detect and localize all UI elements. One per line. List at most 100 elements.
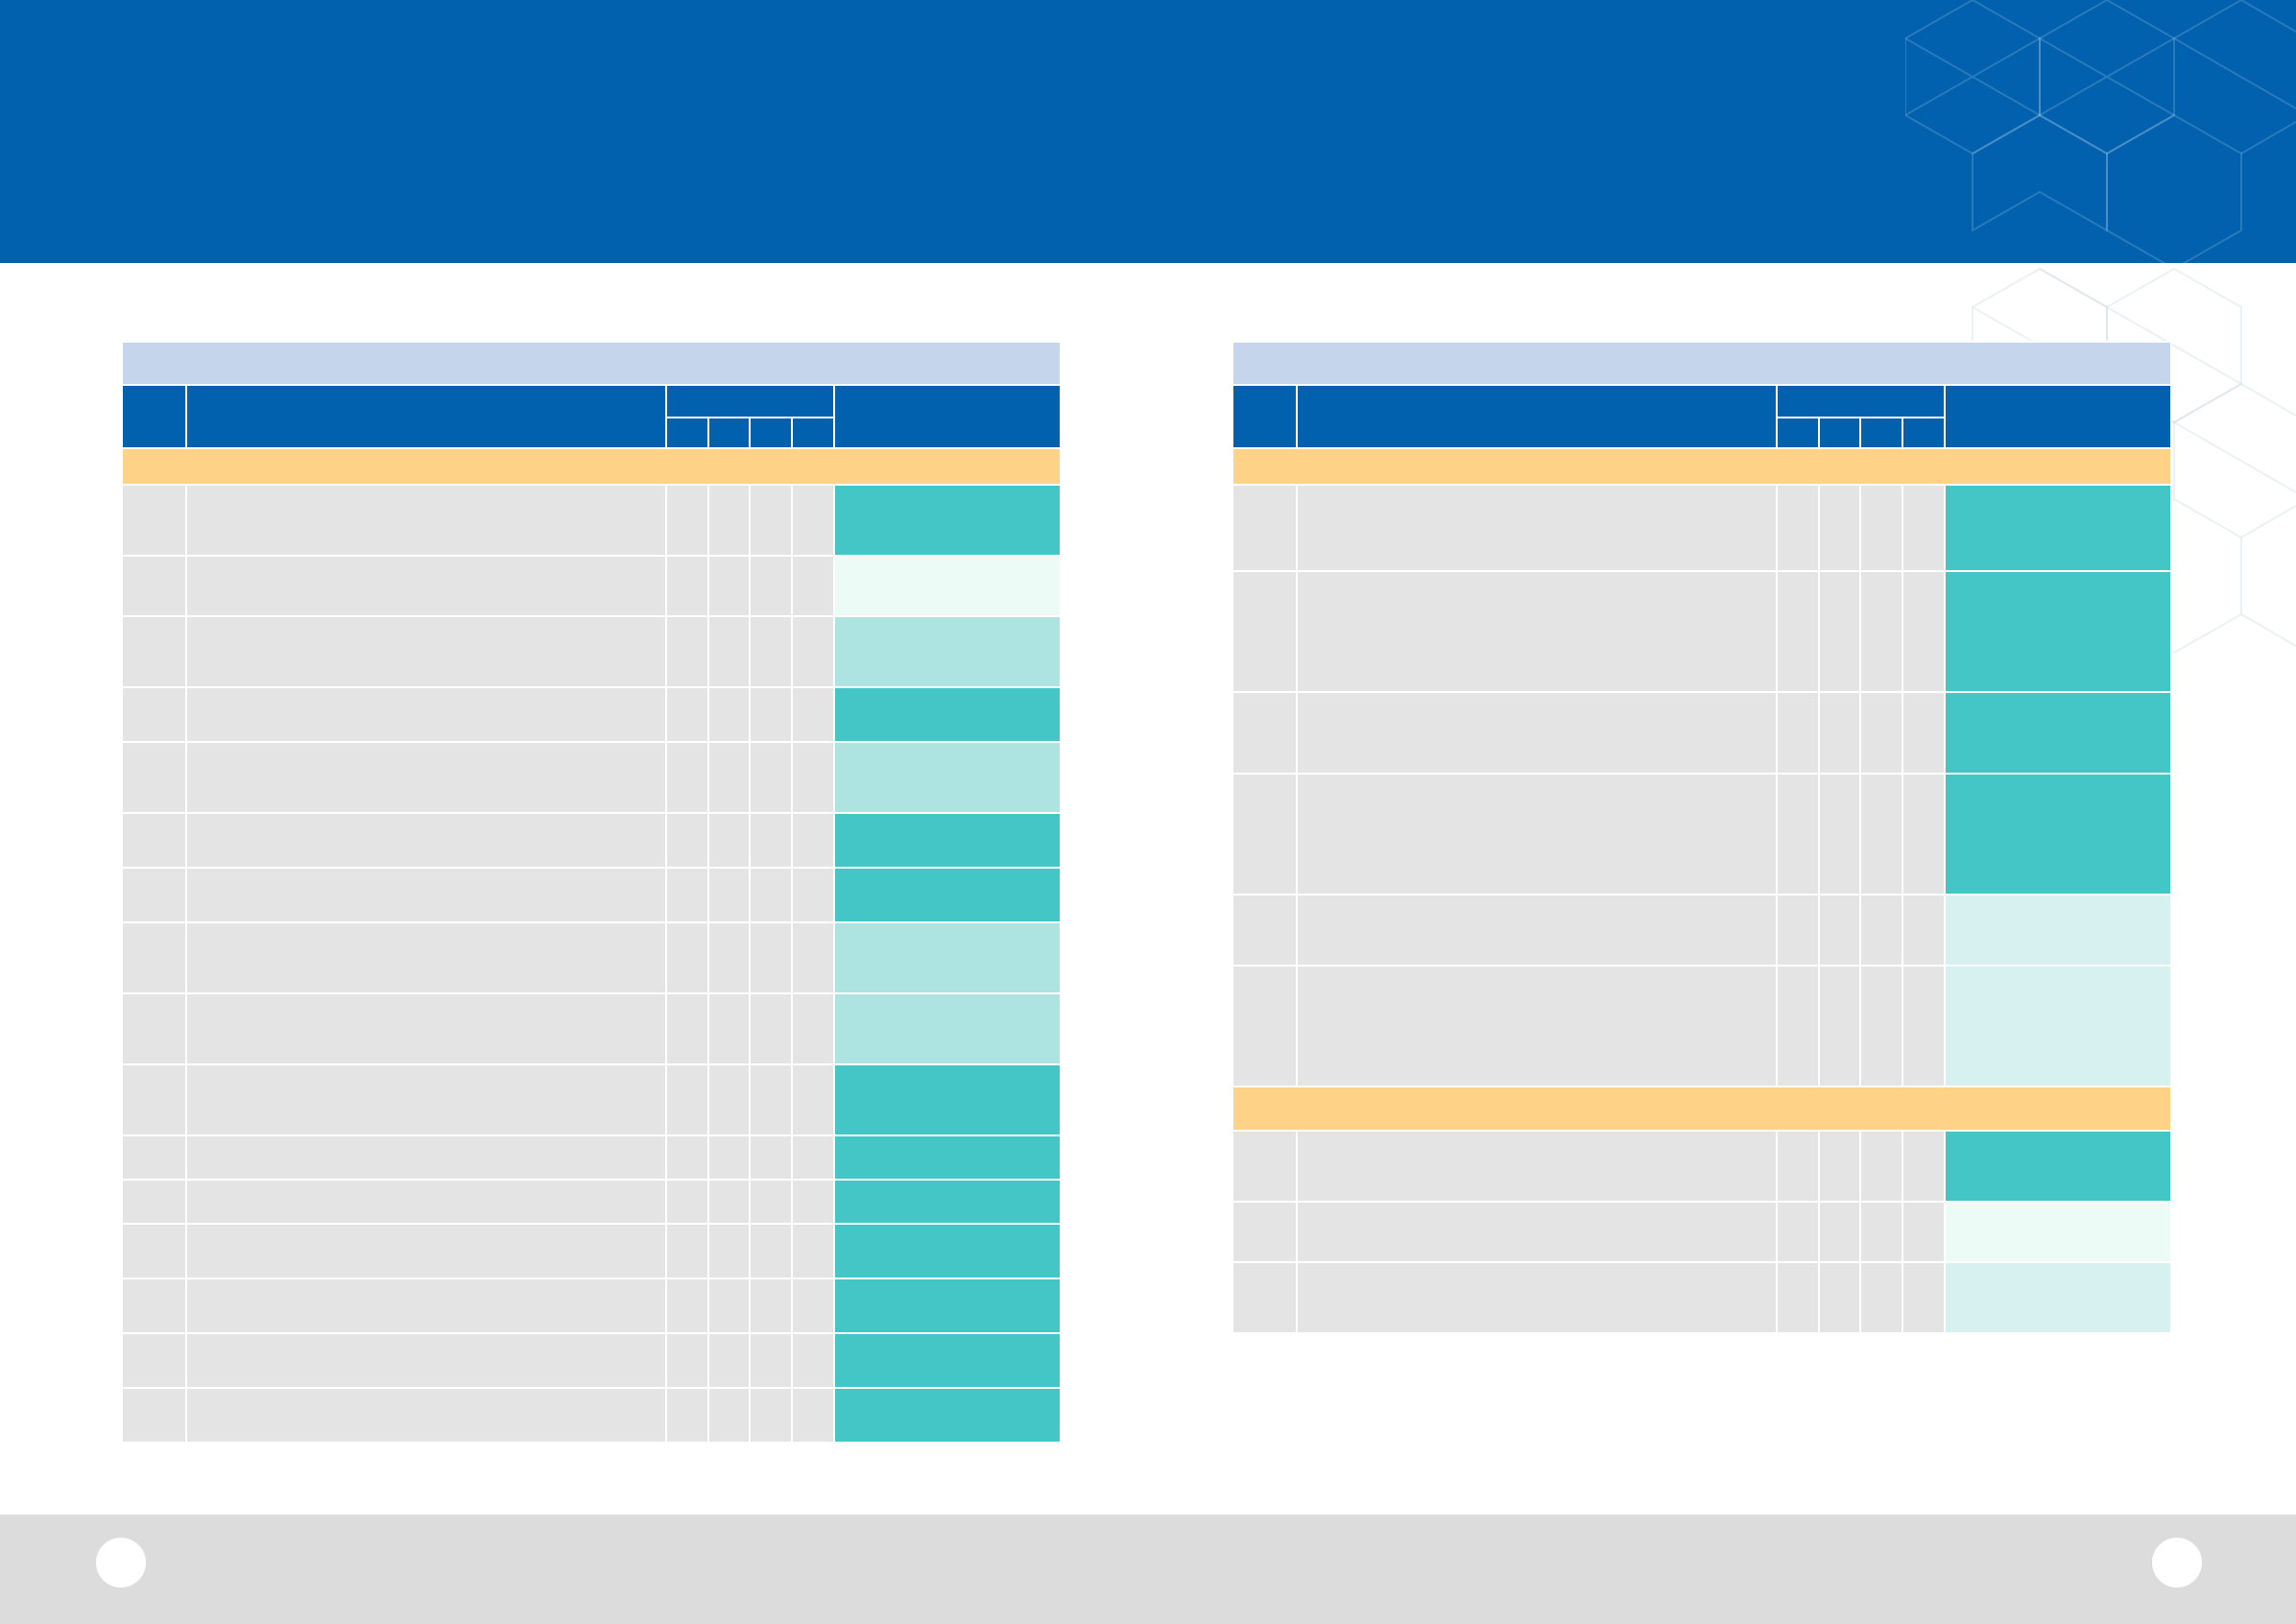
table-row xyxy=(121,686,1063,743)
cell-no xyxy=(1232,1261,1298,1334)
cell-sub-2 xyxy=(707,1223,751,1279)
column-subheader-4 xyxy=(791,417,835,449)
column-subheader-1 xyxy=(1776,417,1820,449)
table-row xyxy=(121,741,1063,814)
cell-sub-4 xyxy=(791,867,835,923)
cell-sub-4 xyxy=(791,615,835,688)
cell-sub-3 xyxy=(749,555,793,617)
cell-sub-2 xyxy=(707,1134,751,1181)
column-subheader-4 xyxy=(1901,417,1946,449)
cell-sub-3 xyxy=(749,921,793,994)
cell-no xyxy=(1232,484,1298,572)
table-row xyxy=(121,1223,1063,1279)
cell-sub-2 xyxy=(1818,1130,1861,1203)
column-subheader-row xyxy=(1232,417,2171,449)
column-subheader-2 xyxy=(707,417,751,449)
result-cell xyxy=(1943,1261,2173,1334)
section-row xyxy=(120,447,1063,486)
cell-item xyxy=(185,1332,667,1389)
section-row xyxy=(1231,447,2173,486)
cell-sub-4 xyxy=(1901,1130,1946,1203)
table-row xyxy=(121,812,1063,869)
cell-item xyxy=(185,1063,667,1136)
cell-sub-2 xyxy=(707,615,751,688)
table-row xyxy=(121,1063,1063,1136)
column-header-result xyxy=(832,384,1063,449)
cell-sub-2 xyxy=(707,555,751,617)
cell-item xyxy=(1296,965,1778,1087)
cell-sub-3 xyxy=(749,1179,793,1225)
column-subheader-row xyxy=(122,417,1061,449)
result-cell xyxy=(1943,965,2173,1087)
cell-sub-3 xyxy=(1859,570,1903,693)
column-header-item xyxy=(1296,384,1778,449)
table-row xyxy=(121,1387,1063,1444)
result-cell xyxy=(832,555,1063,617)
cell-item xyxy=(1296,894,1778,967)
result-cell xyxy=(1943,570,2173,693)
result-cell xyxy=(832,1223,1063,1279)
cell-sub-2 xyxy=(707,867,751,923)
result-cell xyxy=(832,812,1063,869)
result-cell xyxy=(832,1063,1063,1136)
cell-sub-1 xyxy=(665,741,709,814)
cell-sub-1 xyxy=(665,992,709,1065)
cell-no xyxy=(121,1278,187,1334)
result-cell xyxy=(832,686,1063,743)
cell-sub-3 xyxy=(749,1278,793,1334)
cell-sub-1 xyxy=(665,484,709,557)
cell-sub-1 xyxy=(665,686,709,743)
cell-no xyxy=(121,741,187,814)
cell-sub-3 xyxy=(1859,894,1903,967)
cell-sub-1 xyxy=(665,1332,709,1389)
table-row xyxy=(121,615,1063,688)
column-header-result xyxy=(1943,384,2173,449)
cell-sub-1 xyxy=(1776,1261,1820,1334)
cell-sub-4 xyxy=(791,992,835,1065)
cell-sub-1 xyxy=(1776,1130,1820,1203)
cell-sub-3 xyxy=(1859,1130,1903,1203)
result-cell xyxy=(832,615,1063,688)
cell-sub-1 xyxy=(665,812,709,869)
left-table xyxy=(120,341,1063,1444)
cell-sub-4 xyxy=(791,1179,835,1225)
table-row xyxy=(121,1332,1063,1389)
page-number-left xyxy=(96,1538,146,1588)
header-band xyxy=(0,0,2296,263)
cell-no xyxy=(1232,965,1298,1087)
cell-item xyxy=(185,812,667,869)
cell-no xyxy=(1232,773,1298,896)
cell-sub-3 xyxy=(749,812,793,869)
column-header-group xyxy=(665,384,835,418)
cell-sub-4 xyxy=(791,484,835,557)
cell-sub-3 xyxy=(749,1063,793,1136)
cell-sub-2 xyxy=(707,1063,751,1136)
cell-no xyxy=(121,686,187,743)
cell-item xyxy=(1296,1201,1778,1263)
cell-sub-1 xyxy=(665,921,709,994)
cell-sub-1 xyxy=(665,1134,709,1181)
cell-item xyxy=(185,1387,667,1444)
cell-sub-2 xyxy=(707,992,751,1065)
cell-sub-2 xyxy=(707,1278,751,1334)
cell-sub-3 xyxy=(749,615,793,688)
cell-sub-4 xyxy=(791,812,835,869)
result-cell xyxy=(1943,1201,2173,1263)
cell-sub-3 xyxy=(1859,1201,1903,1263)
right-table xyxy=(1231,341,2173,1334)
cell-no xyxy=(121,992,187,1065)
table-row xyxy=(121,867,1063,923)
cell-sub-1 xyxy=(665,1223,709,1279)
cell-item xyxy=(185,992,667,1065)
cell-sub-2 xyxy=(1818,484,1861,572)
cell-no xyxy=(121,921,187,994)
cell-sub-4 xyxy=(791,555,835,617)
cell-sub-1 xyxy=(665,867,709,923)
cell-no xyxy=(121,615,187,688)
result-cell xyxy=(1943,691,2173,775)
cell-item xyxy=(185,686,667,743)
cell-sub-4 xyxy=(791,921,835,994)
column-header-row xyxy=(1232,384,2173,449)
table-row xyxy=(1232,484,2173,572)
result-cell xyxy=(832,921,1063,994)
